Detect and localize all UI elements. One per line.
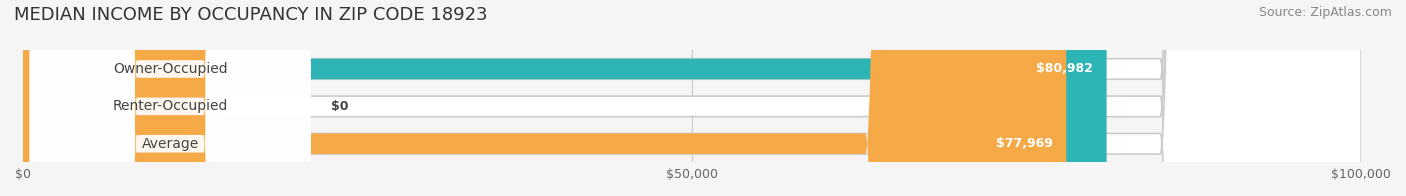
Text: MEDIAN INCOME BY OCCUPANCY IN ZIP CODE 18923: MEDIAN INCOME BY OCCUPANCY IN ZIP CODE 1… [14, 6, 488, 24]
FancyBboxPatch shape [30, 0, 311, 196]
Text: Source: ZipAtlas.com: Source: ZipAtlas.com [1258, 6, 1392, 19]
Text: Average: Average [142, 137, 198, 151]
Text: Owner-Occupied: Owner-Occupied [112, 62, 228, 76]
FancyBboxPatch shape [22, 0, 1361, 196]
Text: $80,982: $80,982 [1036, 63, 1094, 75]
FancyBboxPatch shape [30, 0, 311, 196]
Text: $0: $0 [330, 100, 349, 113]
FancyBboxPatch shape [22, 0, 1107, 196]
FancyBboxPatch shape [22, 0, 1361, 196]
Text: Renter-Occupied: Renter-Occupied [112, 99, 228, 113]
FancyBboxPatch shape [22, 0, 1361, 196]
FancyBboxPatch shape [30, 0, 311, 196]
Text: $77,969: $77,969 [995, 137, 1053, 150]
FancyBboxPatch shape [22, 0, 1066, 196]
